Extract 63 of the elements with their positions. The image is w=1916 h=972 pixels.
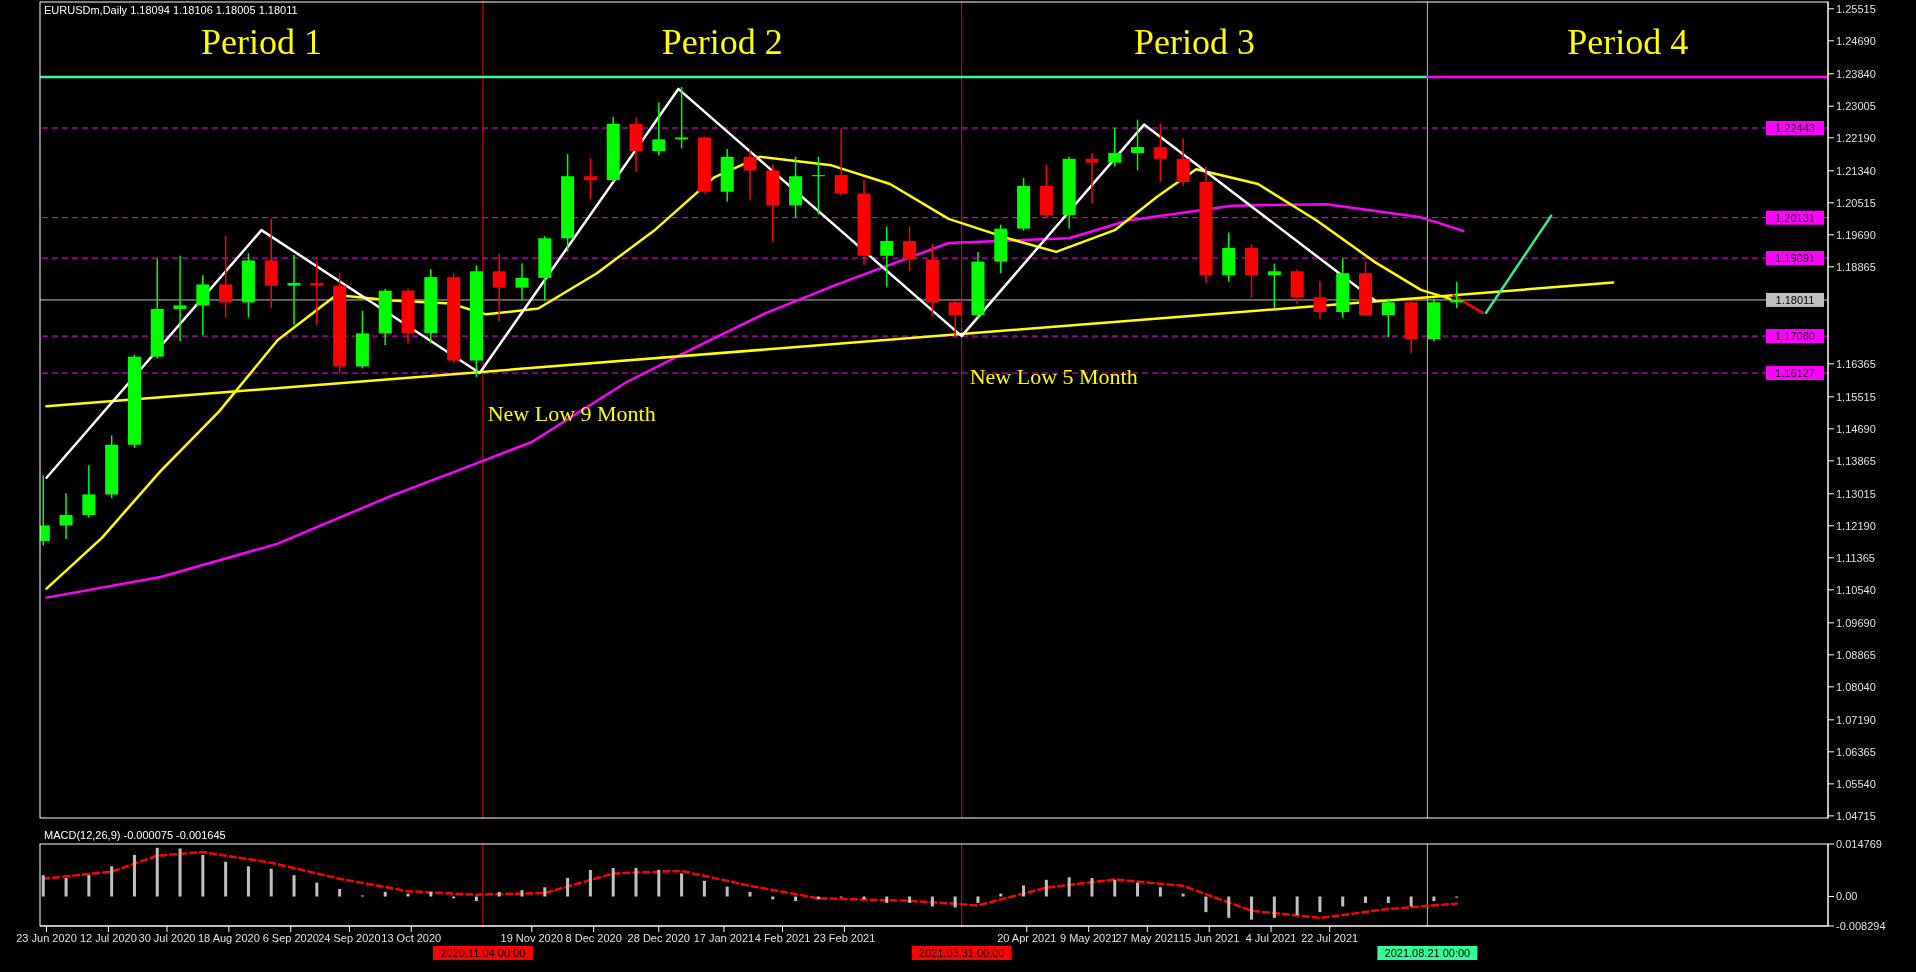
ref-line-label: 2020.11.04 00:00 — [440, 947, 526, 959]
ref-line-label: 2021.08.21 00:00 — [1384, 947, 1471, 959]
chart-title: MACD(12,26,9) -0.000075 -0.001645 — [44, 829, 226, 841]
x-tick-label: 23 Jun 2020 — [16, 931, 77, 944]
y-tick-label: 1.08865 — [1836, 648, 1876, 661]
x-tick-label: 17 Jan 2021 — [693, 931, 755, 944]
x-tick-label: 4 Feb 2021 — [754, 931, 811, 944]
annotation: Period 4 — [1567, 22, 1689, 62]
y-tick-label: 1.19690 — [1836, 228, 1876, 241]
y-tick-label: 1.11365 — [1836, 551, 1875, 564]
ref-line-label: 1.16127 — [1775, 367, 1815, 380]
y-tick-label: 1.21340 — [1836, 164, 1876, 177]
ref-line-label: 1.22443 — [1775, 121, 1815, 134]
y-tick-label: 1.09690 — [1836, 616, 1876, 629]
ref-line-label: 1.18011 — [1775, 293, 1815, 306]
x-tick-label: 12 Jul 2020 — [79, 931, 137, 944]
y-tick-label: 1.15515 — [1836, 390, 1876, 403]
x-tick-label: 27 May 2021 — [1115, 931, 1180, 944]
x-tick-label: 4 Jul 2021 — [1245, 931, 1297, 944]
x-tick-label: 23 Feb 2021 — [813, 931, 876, 944]
y-tick-label: 0.014769 — [1836, 837, 1882, 850]
y-tick-label: 1.07190 — [1836, 713, 1876, 726]
x-tick-label: 19 Nov 2020 — [500, 931, 563, 944]
x-tick-label: 30 Jul 2020 — [138, 931, 196, 944]
ref-line-label: 1.20131 — [1775, 211, 1815, 224]
y-tick-label: 1.04715 — [1836, 809, 1876, 822]
x-tick-label: 18 Aug 2020 — [198, 931, 260, 944]
y-tick-label: 1.16365 — [1836, 357, 1876, 370]
y-tick-label: 1.13865 — [1836, 454, 1876, 467]
x-tick-label: 22 Jul 2021 — [1301, 931, 1359, 944]
y-tick-label: 1.18865 — [1836, 260, 1876, 273]
y-tick-label: 1.12190 — [1836, 519, 1876, 532]
annotation: New Low 5 Month — [969, 364, 1138, 390]
y-tick-label: 1.06365 — [1836, 745, 1876, 758]
y-tick-label: 0.00 — [1836, 890, 1858, 903]
y-tick-label: 1.20515 — [1836, 196, 1876, 209]
annotation: Period 3 — [1134, 22, 1256, 62]
ref-line-label: 1.19091 — [1775, 252, 1815, 265]
chart-title: EURUSDm,Daily 1.18094 1.18106 1.18005 1.18011 — [44, 4, 298, 16]
y-tick-label: 1.14690 — [1836, 422, 1876, 435]
x-tick-label: 24 Sep 2020 — [318, 931, 381, 944]
ref-line-label: 1.17080 — [1775, 330, 1815, 343]
y-tick-label: 1.13015 — [1836, 487, 1876, 500]
y-tick-label: 1.24690 — [1836, 34, 1876, 47]
y-tick-label: 1.23840 — [1836, 67, 1876, 80]
x-tick-label: 6 Sep 2020 — [262, 931, 319, 944]
x-tick-label: 8 Dec 2020 — [565, 931, 622, 944]
ref-line-label: 2021.03.31 00:00 — [918, 947, 1005, 959]
y-tick-label: 1.23005 — [1836, 100, 1876, 113]
annotation: Period 1 — [200, 22, 322, 62]
y-tick-label: -0.008294 — [1836, 919, 1886, 932]
y-tick-label: 1.08040 — [1836, 680, 1876, 693]
annotation: Period 2 — [661, 22, 783, 62]
x-tick-label: 15 Jun 2021 — [1178, 931, 1240, 944]
y-tick-label: 1.25515 — [1836, 2, 1876, 15]
y-tick-label: 1.10540 — [1836, 583, 1876, 596]
x-tick-label: 9 May 2021 — [1059, 931, 1118, 944]
y-tick-label: 1.05540 — [1836, 777, 1876, 790]
x-tick-label: 13 Oct 2020 — [381, 931, 442, 944]
x-tick-label: 28 Dec 2020 — [627, 931, 690, 944]
annotation: New Low 9 Month — [487, 400, 656, 426]
x-tick-label: 20 Apr 2021 — [997, 931, 1057, 944]
y-tick-label: 1.22190 — [1836, 131, 1876, 144]
